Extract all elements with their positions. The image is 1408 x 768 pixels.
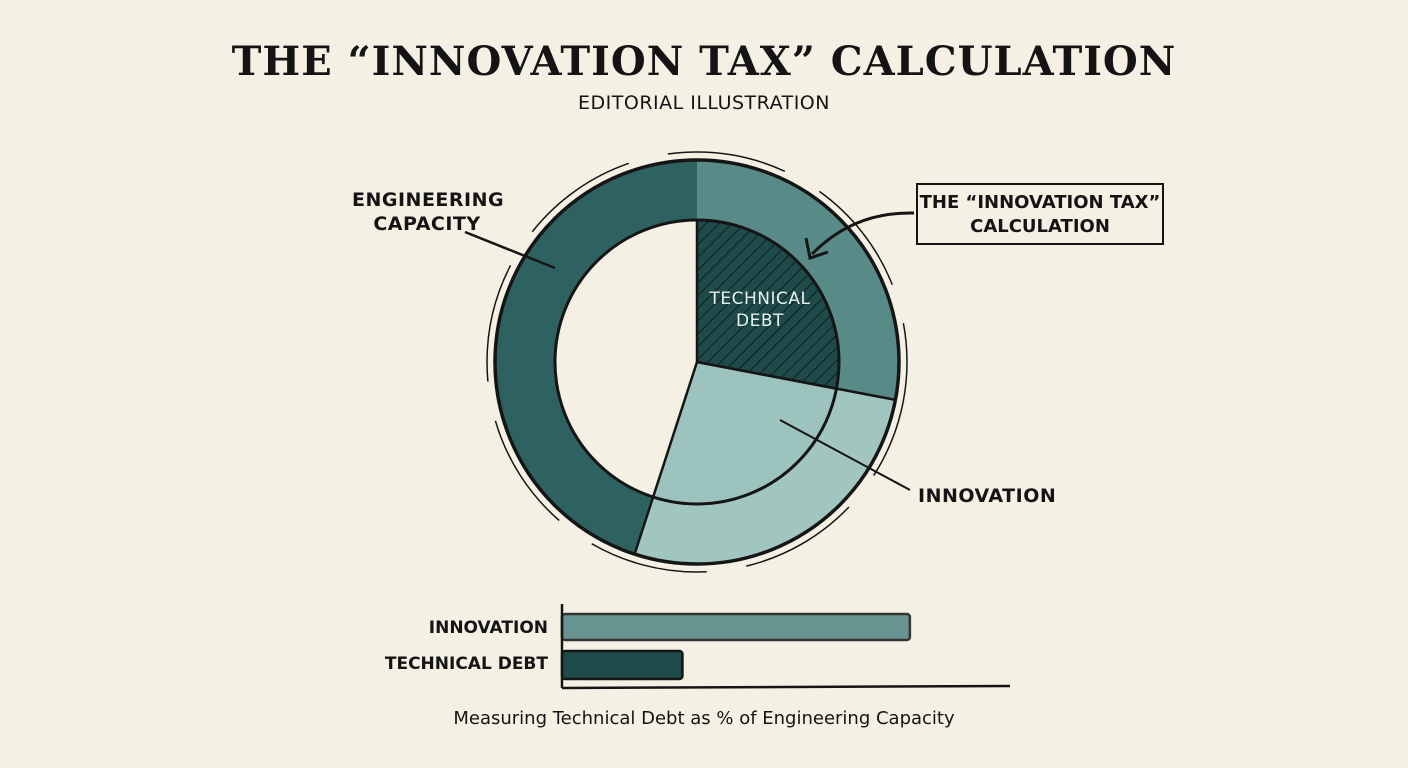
innovation-leader-line [779,419,911,491]
capacity-ring-segment [494,160,697,555]
arrow-head-icon [804,237,829,260]
bar-label-innovation: INNOVATION [428,618,548,638]
outer-ring-outline [493,158,901,566]
slice-divider [633,361,699,555]
chart-caption: Measuring Technical Debt as % of Enginee… [453,708,955,729]
bar-technical-debt [560,649,684,681]
inner-ring-outline [553,218,841,506]
bar-label-technical-debt: TECHNICAL DEBT [384,654,548,674]
innovation-tax-callout: THE “INNOVATION TAX” CALCULATION [916,183,1164,245]
page-subtitle: EDITORIAL ILLUSTRATION [578,92,830,114]
callout-arrow [810,211,915,256]
capacity-line1: ENGINEERING [352,189,505,211]
callout-line2: CALCULATION [970,216,1110,237]
capacity-line2: CAPACITY [373,213,481,235]
bar-innovation [560,612,912,642]
outer-sketch-stroke [486,151,908,573]
innovation-label: INNOVATION [918,485,1057,507]
innovation-ring-segment [634,388,896,564]
debt-line1: TECHNICAL [709,289,811,309]
engineering-capacity-label: ENGINEERING CAPACITY [352,188,505,236]
page-title: THE “INNOVATION TAX” CALCULATION [231,38,1177,85]
slice-divider [696,360,896,402]
technical-debt-slice-label: TECHNICAL DEBT [705,288,815,332]
bar-x-axis [561,684,1011,690]
capacity-leader-line [464,230,556,270]
debt-line2: DEBT [736,311,784,331]
callout-line1: THE “INNOVATION TAX” [919,192,1161,213]
capacity-ring-upper-segment [697,160,899,400]
